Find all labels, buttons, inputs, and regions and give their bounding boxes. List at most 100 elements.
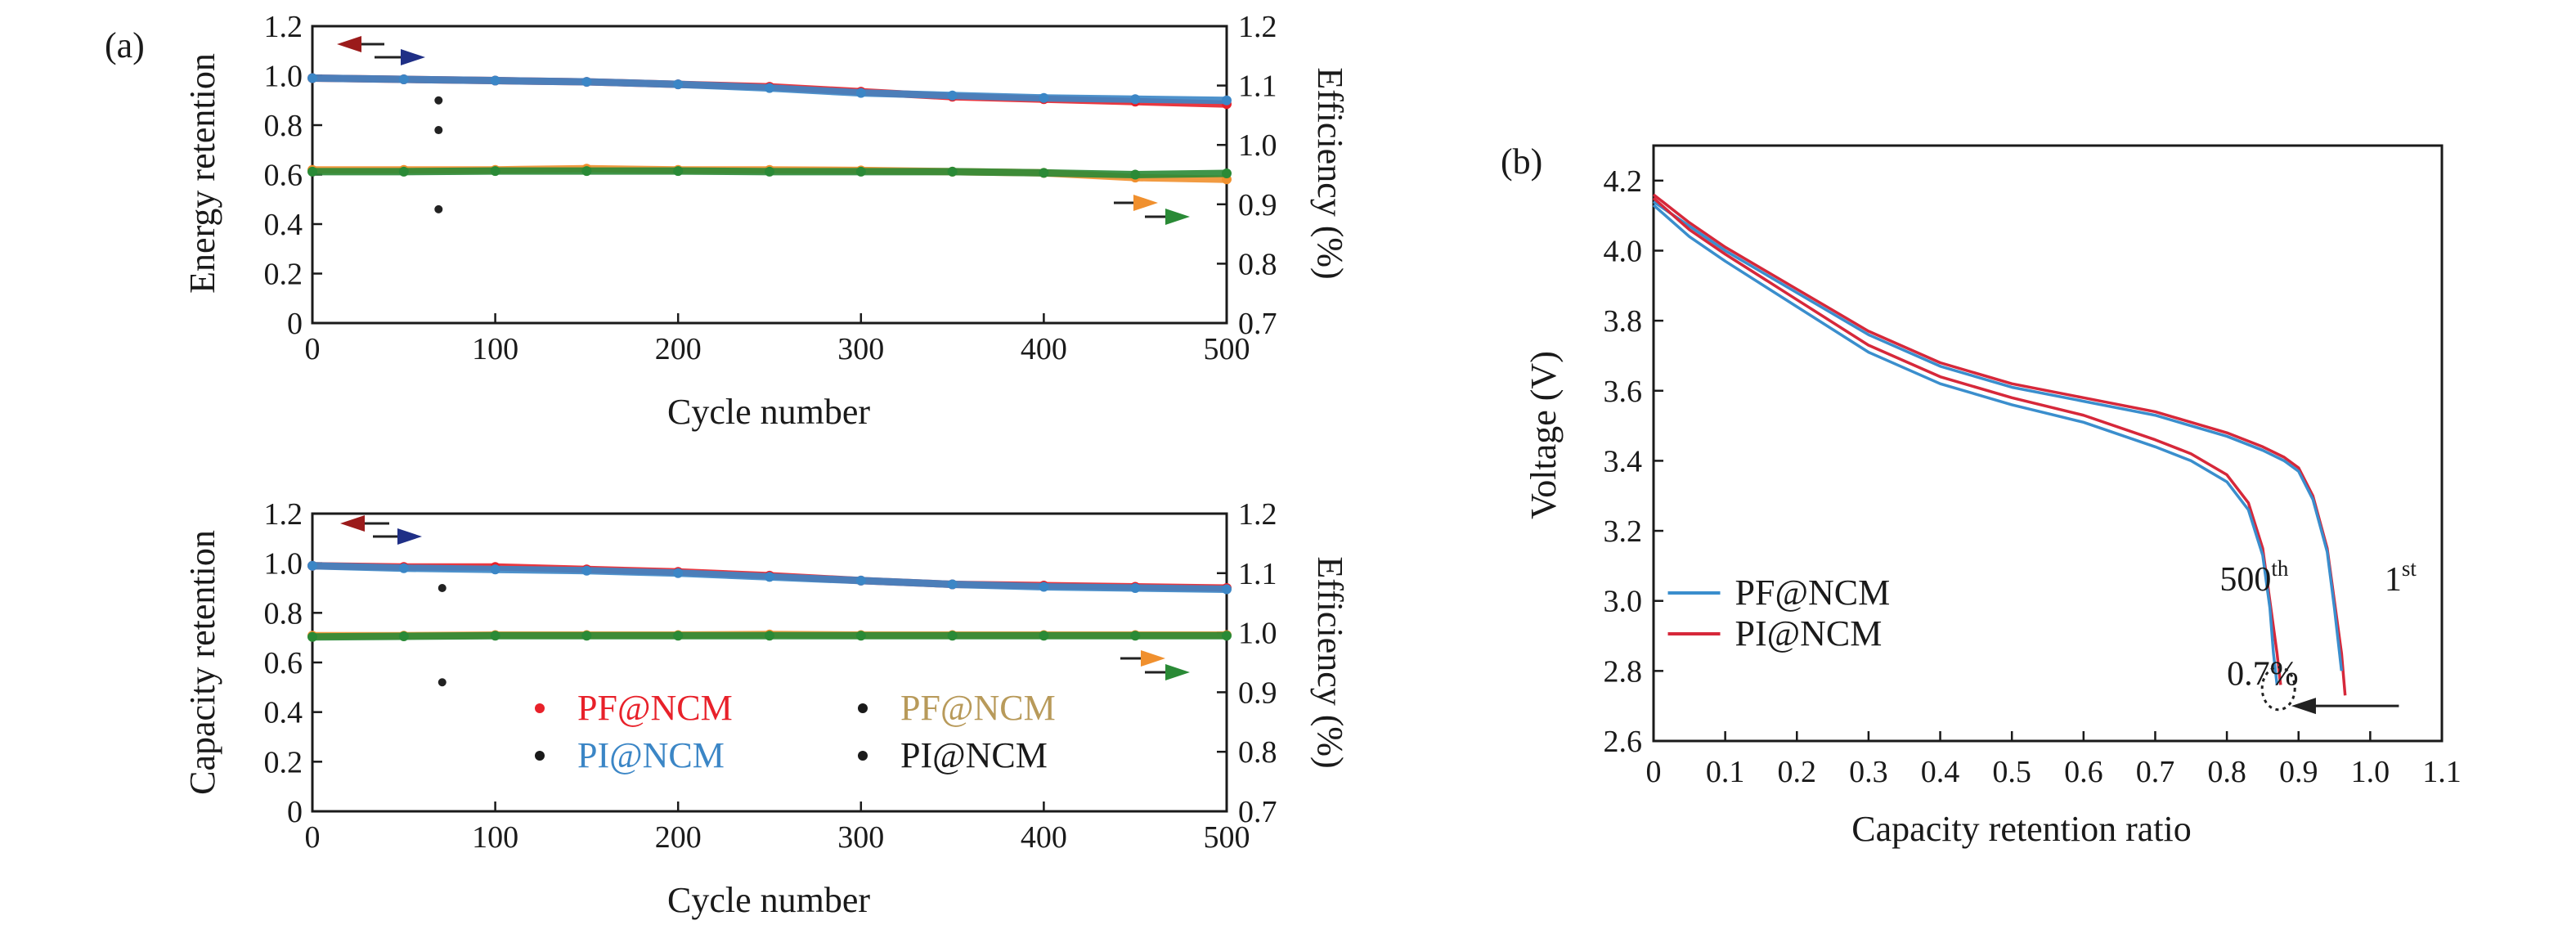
bottom-outlier-point (438, 678, 447, 687)
legend-label-0: PF@NCM (577, 688, 733, 728)
panel-label-a: (a) (105, 25, 145, 65)
top-x-axis-label: Cycle number (667, 392, 870, 432)
bottom-series-1-point (765, 572, 774, 582)
top-y-right-tick-label: 0.7 (1238, 307, 1277, 341)
bottom-series-3-point (1039, 631, 1049, 641)
b-y-tick-label: 3.8 (1604, 304, 1643, 339)
b-x-tick-label: 1.0 (2351, 755, 2390, 789)
bottom-series-3-point (398, 631, 409, 641)
bottom-series-1-point (673, 568, 684, 578)
b-y-tick-label: 4.0 (1604, 234, 1643, 268)
top-series-3-point (307, 166, 317, 177)
top-series-1-point (1222, 95, 1232, 106)
top-outlier-point (434, 126, 443, 135)
top-y-right-tick-label: 1.2 (1238, 10, 1277, 44)
b-x-tick-label: 0.2 (1778, 755, 1817, 789)
bottom-series-3-point (1222, 631, 1232, 641)
top-series-1-point (1039, 92, 1049, 103)
b-x-tick-label: 1.1 (2422, 755, 2462, 789)
bottom-outlier-point (438, 584, 447, 592)
bottom-series-3-point (765, 631, 774, 641)
top-y-right-tick-label: 0.9 (1238, 188, 1277, 222)
bottom-left-axis-arrow (340, 515, 389, 532)
top-series-3-point (1130, 169, 1141, 180)
top-y-tick-label: 0.2 (264, 258, 303, 292)
top-series-1-point (765, 83, 774, 93)
b-x-tick-label: 0.7 (2136, 755, 2175, 789)
bottom-series-3-point (581, 631, 592, 641)
b-x-tick-label: 0.5 (1992, 755, 2031, 789)
b-y-tick-label: 2.8 (1604, 654, 1643, 689)
bottom-y-right-tick-label: 1.2 (1238, 497, 1277, 532)
b-x-tick-label: 0.9 (2279, 755, 2318, 789)
bottom-right-axis-arrow (373, 528, 422, 545)
top-x-tick-label: 100 (472, 332, 518, 366)
bottom-series-1-point (947, 579, 958, 590)
top-efficiency-arrow-1 (1114, 195, 1158, 211)
bottom-x-tick-label: 500 (1204, 820, 1250, 855)
bottom-y-tick-label: 0 (287, 795, 303, 829)
top-y-axis-label: Energy retention (182, 53, 222, 294)
top-y-tick-label: 1.0 (264, 60, 303, 94)
b-cycle-arrow (2291, 698, 2399, 715)
top-series-1-point (855, 88, 866, 98)
b-x-tick-label: 0.4 (1921, 755, 1960, 789)
b-y-tick-label: 3.2 (1604, 514, 1643, 549)
b-plot-frame (1652, 144, 2444, 743)
b-y-tick-label: 3.6 (1604, 375, 1643, 409)
top-x-tick-label: 500 (1204, 332, 1250, 366)
bottom-y-tick-label: 1.0 (264, 547, 303, 582)
b-legend-label-0: PF@NCM (1735, 573, 1891, 613)
top-x-tick-label: 400 (1021, 332, 1067, 366)
bottom-y-right-tick-label: 0.8 (1238, 735, 1277, 770)
bottom-x-axis-label: Cycle number (667, 880, 870, 920)
bottom-x-tick-label: 100 (472, 820, 518, 855)
top-outlier-point (434, 96, 443, 105)
bottom-y-right-axis-label: Efficiency (%) (1310, 556, 1350, 768)
bottom-y-tick-label: 0.8 (264, 596, 303, 631)
top-series-1-point (1130, 94, 1141, 105)
b-x-tick-label: 0.8 (2207, 755, 2246, 789)
top-series-3-point (765, 166, 774, 177)
legend-marker-3 (858, 751, 868, 761)
b-x-axis-label: Capacity retention ratio (1851, 809, 2191, 849)
bottom-y-tick-label: 0.4 (264, 696, 303, 730)
top-series-3-point (581, 166, 592, 177)
top-outlier-point (434, 204, 443, 213)
top-series-3-point (1222, 168, 1232, 179)
bottom-y-right-tick-label: 1.1 (1238, 557, 1277, 591)
top-series-1-point (490, 75, 500, 86)
legend-label-1: PF@NCM (900, 688, 1056, 728)
bottom-series-3-point (1130, 631, 1141, 641)
bottom-y-right-tick-label: 0.9 (1238, 676, 1277, 710)
top-y-right-tick-label: 1.1 (1238, 70, 1277, 104)
b-gap-marker (2260, 666, 2296, 712)
top-series-3-point (1039, 168, 1049, 178)
top-y-tick-label: 0.6 (264, 159, 303, 193)
bottom-series-1-point (1222, 584, 1232, 595)
top-series-1-point (398, 74, 409, 85)
bottom-series-3-point (673, 631, 684, 641)
bottom-efficiency-arrow-2 (1145, 664, 1190, 680)
b-x-tick-label: 0.6 (2064, 755, 2103, 789)
bottom-y-right-tick-label: 0.7 (1238, 795, 1277, 829)
top-series-3-point (490, 166, 500, 177)
bottom-series-1-point (1039, 582, 1049, 592)
bottom-efficiency-arrow-1 (1120, 650, 1165, 667)
top-efficiency-arrow-2 (1145, 209, 1190, 225)
bottom-y-tick-label: 0.2 (264, 745, 303, 779)
b-y-axis-label: Voltage (V) (1524, 351, 1564, 519)
top-y-right-axis-label: Efficiency (%) (1310, 67, 1350, 279)
legend-label-3: PI@NCM (900, 735, 1048, 775)
b-x-tick-label: 0.1 (1706, 755, 1745, 789)
b-x-tick-label: 0 (1646, 755, 1662, 789)
bottom-series-3-point (947, 631, 958, 641)
top-right-axis-arrow (375, 49, 425, 65)
b-y-tick-label: 3.4 (1604, 444, 1643, 478)
bottom-x-tick-label: 200 (655, 820, 702, 855)
b-curve-3 (1652, 204, 2279, 685)
top-left-axis-arrow (337, 36, 384, 52)
top-series-3-point (947, 166, 958, 177)
top-y-right-tick-label: 0.8 (1238, 247, 1277, 281)
